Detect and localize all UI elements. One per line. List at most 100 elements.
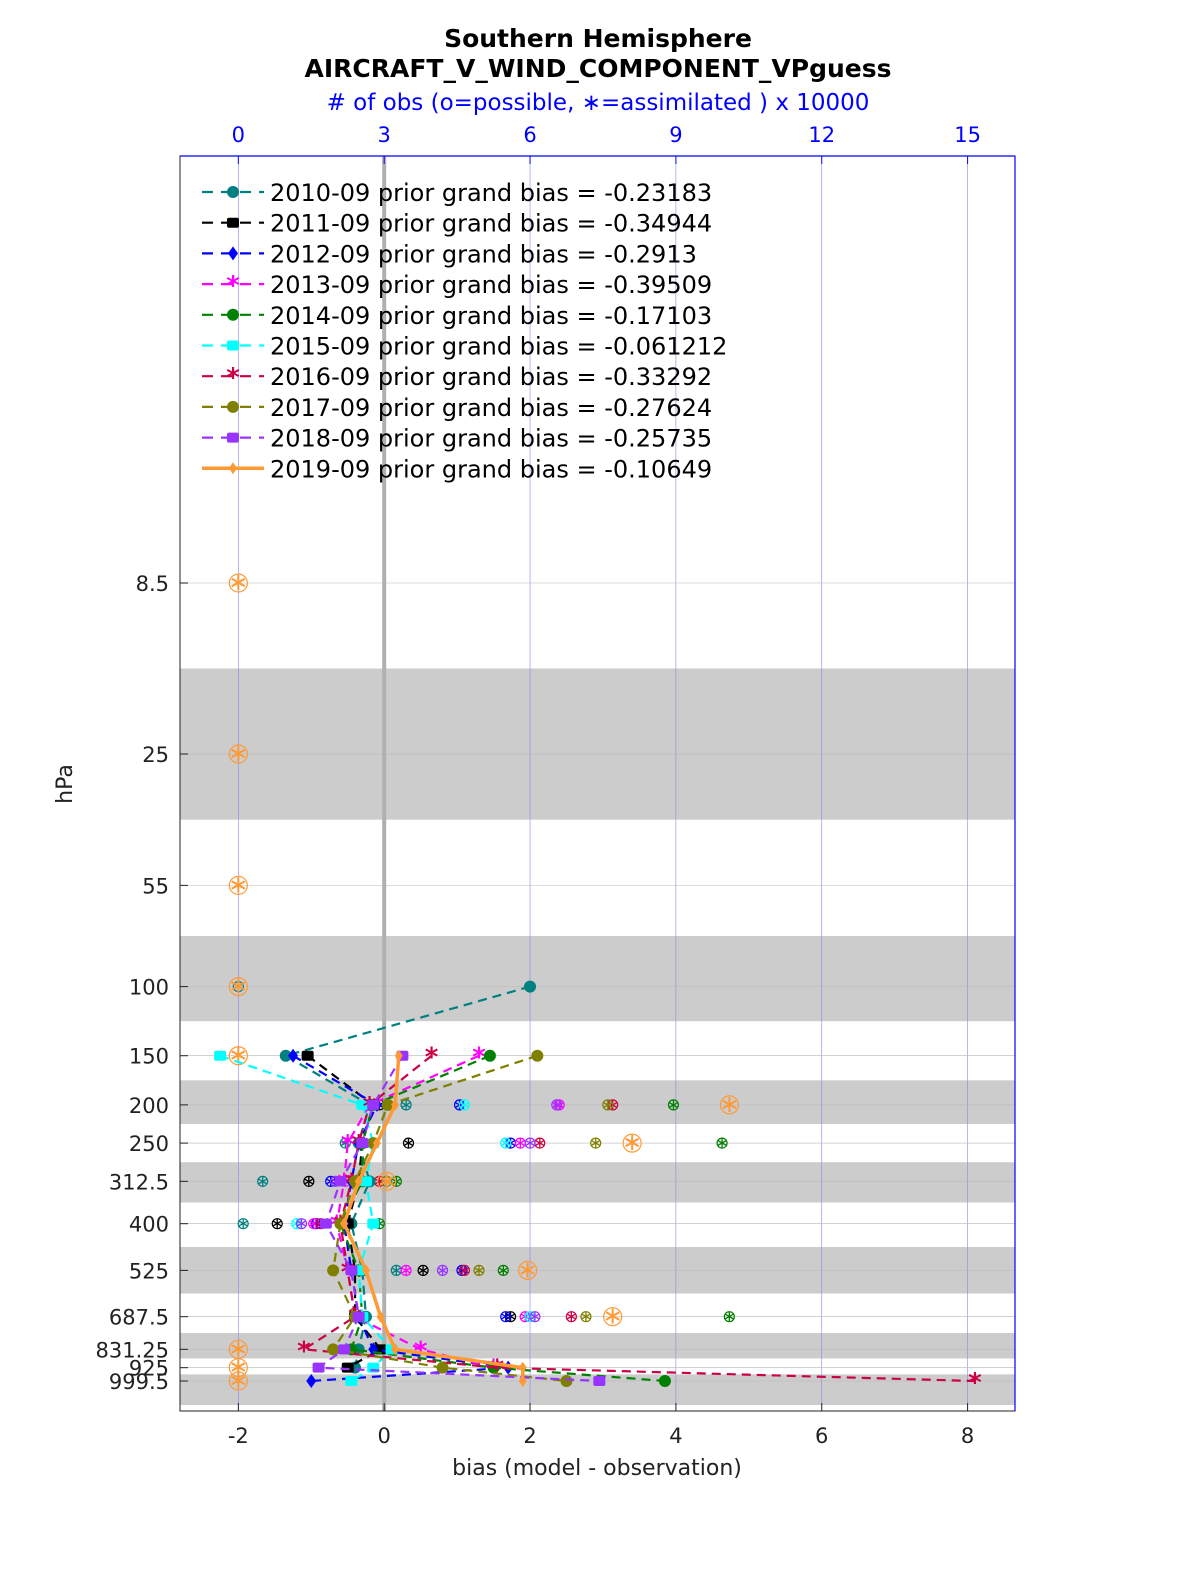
legend-label: 2018-09 prior grand bias = -0.25735 [270, 425, 712, 453]
assimilated-obs-marker: ∗ [228, 972, 248, 1000]
possible-obs-marker [500, 1311, 512, 1323]
series-line [300, 1054, 975, 1383]
legend-entry: 2015-09 prior grand bias = -0.061212 [202, 333, 727, 361]
top-tick-label: 0 [232, 123, 245, 147]
series-line [315, 1055, 600, 1383]
possible-obs-marker [228, 573, 248, 593]
data-point-marker [301, 1050, 314, 1061]
data-point-marker [367, 1099, 380, 1110]
level-band [180, 935, 1015, 1022]
y-tick-label: 200 [129, 1094, 169, 1118]
possible-obs-marker [377, 1171, 397, 1191]
data-point-marker [228, 246, 238, 261]
possible-obs-marker [622, 1133, 642, 1153]
y-tick-label: 55 [142, 874, 169, 898]
level-band [180, 1162, 1015, 1203]
data-point-marker: * [226, 271, 240, 301]
level-bands [180, 668, 1015, 1405]
x-tick-label: 0 [378, 1424, 391, 1448]
y-tick-label: 925 [129, 1357, 169, 1381]
possible-obs-marker [295, 1218, 308, 1230]
possible-obs-marker [303, 1175, 315, 1187]
top-tick-label: 9 [669, 123, 682, 147]
assimilated-obs-marker: ∗ [271, 1214, 284, 1233]
assimilated-obs-marker: ∗ [380, 1171, 393, 1190]
assimilated-obs-marker: ∗ [579, 1307, 592, 1326]
data-point-marker [288, 1048, 299, 1063]
y-tick-label: 25 [142, 743, 169, 767]
data-point-marker [345, 1376, 358, 1386]
possible-obs-marker [228, 1371, 248, 1391]
possible-obs-marker [590, 1137, 602, 1149]
legend-entry: 2010-09 prior grand bias = -0.23183 [202, 179, 712, 207]
data-point-marker [560, 1375, 573, 1387]
assimilated-obs-marker: ∗ [458, 1095, 471, 1114]
data-point-marker [352, 1311, 365, 1322]
possible-obs-marker [228, 1358, 248, 1378]
y-axis-label: hPa [53, 764, 78, 804]
data-point-marker [327, 1343, 340, 1356]
assimilated-obs-marker: ∗ [603, 1302, 623, 1330]
possible-obs-marker [458, 1264, 471, 1276]
assimilated-obs-marker: ∗ [228, 870, 248, 898]
series-lines: ******************* [214, 980, 982, 1398]
possible-obs-marker [291, 1218, 303, 1230]
assimilated-obs-marker: ∗ [472, 1260, 485, 1279]
series-line [282, 985, 531, 1368]
legend-label: 2016-09 prior grand bias = -0.33292 [270, 363, 712, 391]
y-tick-label: 831.25 [96, 1338, 169, 1362]
possible-obs-marker [237, 1218, 249, 1230]
possible-obs-marker [228, 744, 248, 764]
series-10 [340, 1049, 527, 1387]
assimilated-obs-marker: ∗ [565, 1307, 578, 1326]
series-line [292, 1054, 509, 1383]
y-tick-label: 150 [129, 1045, 169, 1069]
possible-obs-marker [565, 1311, 577, 1323]
possible-obs-marker [580, 1311, 592, 1323]
legend-entry: 2018-09 prior grand bias = -0.25735 [202, 425, 712, 453]
data-point-marker [227, 217, 239, 228]
data-point-marker [518, 1375, 527, 1387]
data-point-marker [372, 1137, 381, 1150]
chart-title-line1: Southern Hemisphere [444, 24, 752, 53]
data-point-marker [227, 340, 239, 351]
y-tick-label: 687.5 [109, 1306, 169, 1330]
assimilated-obs-marker: ∗ [232, 977, 245, 996]
possible-obs-marker [228, 875, 248, 895]
x-tick-label: 8 [961, 1424, 974, 1448]
assimilated-obs-marker: ∗ [723, 1307, 736, 1326]
possible-obs-marker [453, 1099, 466, 1111]
assimilated-obs-marker: ∗ [667, 1095, 680, 1114]
assimilated-obs-marker: ∗ [589, 1133, 602, 1152]
legend-entry: * 2016-09 prior grand bias = -0.33292 [202, 363, 712, 393]
data-point-marker [376, 1310, 385, 1323]
data-point-marker [227, 308, 239, 321]
y-tick-label: 312.5 [109, 1170, 169, 1194]
level-band [180, 1333, 1015, 1359]
top-tick-label: 6 [523, 123, 536, 147]
data-point-marker: * [226, 363, 240, 393]
data-point-marker [227, 186, 239, 198]
assimilated-obs-marker: ∗ [228, 568, 248, 596]
legend-entry: 2017-09 prior grand bias = -0.27624 [202, 394, 712, 422]
possible-obs-marker [723, 1311, 735, 1323]
data-point-marker [391, 1098, 400, 1111]
possible-obs-marker [529, 1311, 541, 1323]
data-point-marker [319, 1218, 332, 1229]
series-line [339, 1054, 666, 1383]
data-point-marker [518, 1361, 527, 1374]
assimilated-obs-marker: ∗ [416, 1260, 429, 1279]
possible-obs-marker [381, 1175, 393, 1187]
possible-obs-marker [603, 1307, 623, 1327]
assimilated-obs-marker: ∗ [528, 1307, 541, 1326]
possible-obs-marker [500, 1137, 512, 1149]
top-tick-label: 3 [378, 123, 391, 147]
chart-title-line2: AIRCRAFT_V_WIND_COMPONENT_VPguess [305, 54, 892, 83]
data-point-marker [214, 1050, 227, 1061]
top-tick-label: 12 [808, 123, 835, 147]
legend-label: 2017-09 prior grand bias = -0.27624 [270, 394, 712, 422]
assimilated-obs-marker: ∗ [523, 1133, 536, 1152]
possible-obs-marker [417, 1264, 429, 1276]
legend-label: 2013-09 prior grand bias = -0.39509 [270, 271, 712, 299]
data-point-marker [227, 400, 239, 413]
